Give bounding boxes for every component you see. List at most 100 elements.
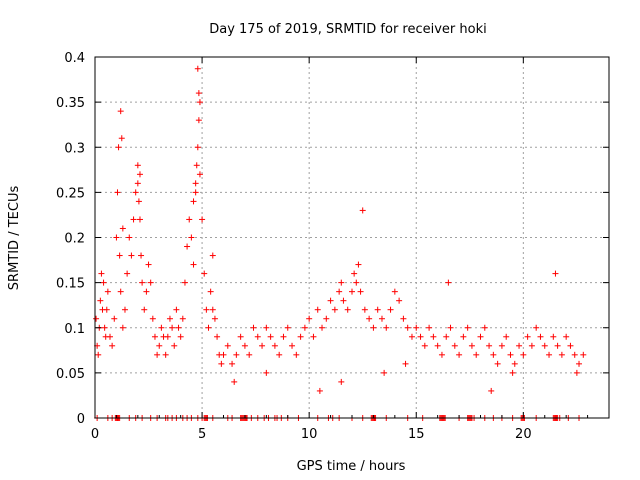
data-point xyxy=(293,351,300,358)
data-point xyxy=(520,351,527,358)
data-point xyxy=(139,279,146,286)
data-point xyxy=(214,333,221,340)
data-point xyxy=(218,360,225,367)
data-point xyxy=(338,279,345,286)
data-point xyxy=(349,288,355,295)
data-point xyxy=(136,216,143,223)
data-point xyxy=(201,270,208,277)
data-point xyxy=(186,216,193,223)
data-point xyxy=(323,315,330,322)
data-point xyxy=(306,315,313,322)
data-point xyxy=(259,342,266,349)
data-point xyxy=(195,117,202,124)
data-point xyxy=(473,351,480,358)
data-point xyxy=(284,324,291,331)
y-tick-label: 0.25 xyxy=(56,186,85,201)
data-point xyxy=(233,351,240,358)
data-point xyxy=(209,306,216,313)
data-point xyxy=(188,234,195,241)
data-point xyxy=(413,324,420,331)
data-point xyxy=(101,324,108,331)
data-point xyxy=(331,306,338,313)
data-point xyxy=(250,324,257,331)
data-point xyxy=(135,198,142,205)
data-point xyxy=(154,351,161,358)
data-point xyxy=(164,333,171,340)
data-point xyxy=(195,90,202,97)
data-point xyxy=(173,306,180,313)
y-tick-label: 0.1 xyxy=(64,322,85,337)
data-point xyxy=(370,324,377,331)
data-point xyxy=(117,108,124,115)
ticks-layer: 0 5 10 15 20 0 0.05 0.1 0.15 0.2 0.25 0.3 0.35 0.4 xyxy=(56,51,609,442)
data-point xyxy=(464,324,471,331)
data-point xyxy=(151,333,158,340)
data-point xyxy=(246,351,253,358)
y-axis-title: SRMTID / TECUs xyxy=(7,186,22,291)
data-point xyxy=(310,333,317,340)
data-point xyxy=(509,369,516,376)
data-point xyxy=(158,324,165,331)
data-point xyxy=(207,288,214,295)
data-point xyxy=(118,135,125,142)
data-point xyxy=(149,315,156,322)
data-point xyxy=(162,351,169,358)
data-point xyxy=(580,351,587,358)
data-point xyxy=(297,333,304,340)
data-point xyxy=(271,342,278,349)
data-point xyxy=(567,342,574,349)
data-point xyxy=(171,342,178,349)
data-point xyxy=(104,288,111,295)
data-point xyxy=(426,324,433,331)
data-point xyxy=(301,324,308,331)
data-point xyxy=(355,261,362,268)
data-point xyxy=(537,333,544,340)
data-point xyxy=(166,315,173,322)
x-tick-label: 5 xyxy=(198,427,206,442)
data-point xyxy=(237,333,244,340)
data-point xyxy=(211,315,218,322)
data-point xyxy=(193,162,200,169)
data-point xyxy=(351,270,358,277)
data-point xyxy=(402,360,409,367)
data-point xyxy=(378,315,385,322)
data-point xyxy=(443,333,450,340)
data-point xyxy=(145,261,152,268)
data-point xyxy=(571,351,578,358)
data-point xyxy=(327,297,334,304)
data-point xyxy=(267,333,274,340)
data-point xyxy=(366,315,373,322)
data-point xyxy=(263,324,270,331)
data-point xyxy=(381,369,388,376)
data-point xyxy=(486,342,493,349)
chart-title: Day 175 of 2019, SRMTID for receiver hok… xyxy=(209,22,487,37)
data-point xyxy=(114,189,121,196)
data-point xyxy=(400,315,407,322)
y-tick-label: 0.4 xyxy=(64,51,85,66)
data-point xyxy=(546,351,553,358)
data-point xyxy=(111,315,118,322)
data-point xyxy=(126,234,133,241)
data-point xyxy=(124,270,131,277)
data-point xyxy=(494,360,501,367)
data-point xyxy=(524,333,531,340)
x-tick-label: 10 xyxy=(301,427,318,442)
data-point xyxy=(136,171,143,178)
data-point xyxy=(196,99,203,106)
y-tick-label: 0 xyxy=(77,412,85,427)
y-tick-label: 0.05 xyxy=(56,367,85,382)
data-point xyxy=(209,252,216,259)
data-point xyxy=(128,252,135,259)
data-point xyxy=(177,333,184,340)
data-point xyxy=(434,342,441,349)
data-point xyxy=(231,378,238,385)
data-point xyxy=(503,333,510,340)
data-point xyxy=(447,324,454,331)
data-point xyxy=(289,342,296,349)
data-point xyxy=(316,387,323,394)
x-tick-label: 15 xyxy=(408,427,425,442)
data-point xyxy=(408,333,415,340)
data-point xyxy=(194,144,201,151)
data-point xyxy=(516,342,523,349)
